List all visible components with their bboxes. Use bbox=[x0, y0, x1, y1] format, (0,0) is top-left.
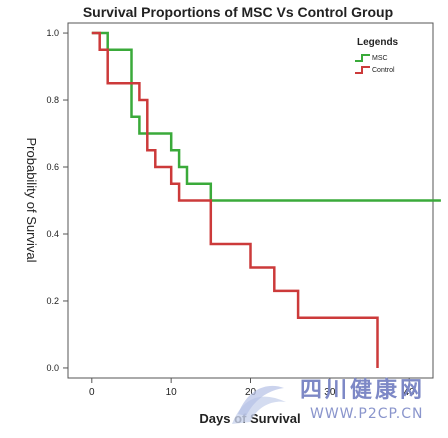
x-tick-label: 40 bbox=[404, 387, 416, 398]
y-tick-label: 0.6 bbox=[46, 162, 59, 172]
watermark: 四川健康网 WWW.P2CP.CN bbox=[218, 370, 448, 438]
series-line-msc bbox=[91, 31, 441, 202]
chart-title: Survival Proportions of MSC Vs Control G… bbox=[83, 4, 393, 20]
y-axis-label: Probability of Survival bbox=[24, 138, 39, 263]
x-tick-label: 10 bbox=[166, 387, 178, 398]
legend-label-control: Control bbox=[372, 67, 395, 74]
y-tick-label: 0.8 bbox=[46, 95, 59, 105]
y-tick-label: 1.0 bbox=[46, 28, 59, 38]
y-tick-label: 0.2 bbox=[46, 296, 59, 306]
legend-swatch-control bbox=[355, 66, 370, 74]
series-line-control bbox=[91, 31, 379, 368]
y-tick-label: 0.0 bbox=[46, 363, 59, 373]
legend-title: Legends bbox=[357, 37, 399, 48]
x-tick-label: 20 bbox=[245, 387, 257, 398]
x-tick-label: 0 bbox=[89, 387, 95, 398]
y-axis-ticks: 0.0 0.2 0.4 0.6 0.8 1.0 bbox=[46, 28, 68, 373]
survival-curves bbox=[91, 31, 441, 368]
watermark-url: WWW.P2CP.CN bbox=[310, 406, 424, 422]
watermark-text-cn: 四川健康网 bbox=[300, 378, 426, 403]
x-axis-ticks: 0 10 20 30 40 bbox=[89, 378, 415, 398]
legend: Legends MSC Control bbox=[355, 37, 399, 74]
y-tick-label: 0.4 bbox=[46, 229, 59, 239]
legend-swatch-msc bbox=[355, 54, 370, 62]
watermark-logo-icon bbox=[232, 385, 286, 424]
x-tick-label: 30 bbox=[324, 387, 336, 398]
legend-label-msc: MSC bbox=[372, 55, 388, 62]
